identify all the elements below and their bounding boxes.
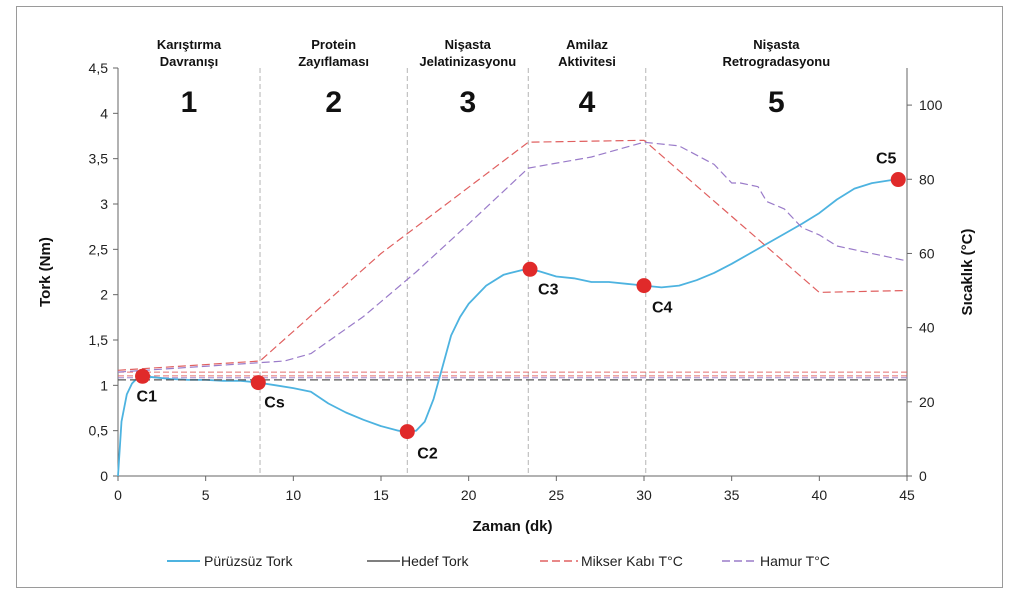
phase-number: 4	[579, 86, 596, 119]
legend-label: Hedef Tork	[401, 553, 469, 569]
x-tick-label: 5	[202, 487, 210, 503]
legend-label: Hamur T°C	[760, 553, 830, 569]
phase-number: 3	[459, 86, 476, 119]
legend-label: Pürüzsüz Tork	[204, 553, 293, 569]
phase-number: 5	[768, 86, 785, 119]
phase-title-line1: Nişasta	[445, 37, 492, 52]
x-tick-label: 0	[114, 487, 122, 503]
x-tick-label: 20	[461, 487, 477, 503]
y-tick-label: 3	[100, 196, 108, 212]
key-point-marker	[522, 261, 538, 277]
y-tick-label: 0	[100, 468, 108, 484]
key-point-marker	[636, 278, 652, 294]
legend-label: Mikser Kabı T°C	[581, 553, 683, 569]
key-point-marker	[890, 172, 906, 188]
key-point-label: C4	[652, 300, 673, 317]
y-axis-title: Tork (Nm)	[37, 237, 54, 307]
phase-title-line1: Amilaz	[566, 37, 608, 52]
key-point-marker	[135, 368, 151, 384]
y-tick-label: 1	[100, 377, 108, 393]
y2-tick-label: 40	[919, 320, 935, 336]
y2-tick-label: 100	[919, 97, 943, 113]
key-point-marker	[399, 424, 415, 440]
key-point-label: C5	[876, 151, 897, 168]
y-tick-label: 2	[100, 287, 108, 303]
phase-title-line2: Retrogradasyonu	[723, 54, 831, 69]
y2-axis-title: Sıcaklık (°C)	[959, 229, 976, 316]
phase-title-line1: Protein	[311, 37, 356, 52]
x-tick-label: 35	[724, 487, 740, 503]
y-tick-label: 2,5	[89, 241, 109, 257]
key-point-label: C3	[538, 281, 559, 298]
x-tick-label: 15	[373, 487, 389, 503]
phase-number: 1	[181, 86, 198, 119]
y-tick-label: 0,5	[89, 423, 109, 439]
phase-title-line2: Zayıflaması	[298, 54, 369, 69]
x-axis-title: Zaman (dk)	[472, 518, 552, 535]
x-tick-label: 45	[899, 487, 915, 503]
series-line-mikser-kab-t-c	[117, 139, 908, 371]
phase-number: 2	[325, 86, 342, 119]
chart-frame	[16, 6, 1003, 588]
y2-tick-label: 60	[919, 245, 935, 261]
phase-title-line2: Jelatinizasyonu	[419, 54, 516, 69]
y2-tick-label: 80	[919, 171, 935, 187]
phase-title-line1: Nişasta	[753, 37, 800, 52]
x-tick-label: 30	[636, 487, 652, 503]
key-point-label: C1	[137, 388, 158, 405]
key-point-marker	[250, 375, 266, 391]
x-tick-label: 25	[549, 487, 565, 503]
x-tick-label: 10	[286, 487, 302, 503]
phase-title-line2: Davranışı	[160, 54, 219, 69]
phase-title-line2: Aktivitesi	[558, 54, 616, 69]
y2-tick-label: 0	[919, 468, 927, 484]
key-point-label: Cs	[264, 395, 285, 412]
phase-title-line1: Karıştırma	[157, 37, 222, 52]
y-tick-label: 4	[100, 105, 108, 121]
key-point-label: C2	[417, 446, 438, 463]
series-line-p-r-zs-z-tork	[117, 178, 899, 477]
y-tick-label: 4,5	[89, 60, 109, 76]
y-tick-label: 3,5	[89, 151, 109, 167]
y2-tick-label: 20	[919, 394, 935, 410]
y-tick-label: 1,5	[89, 332, 109, 348]
series-line-hamur-t-c	[117, 141, 908, 373]
x-tick-label: 40	[812, 487, 828, 503]
